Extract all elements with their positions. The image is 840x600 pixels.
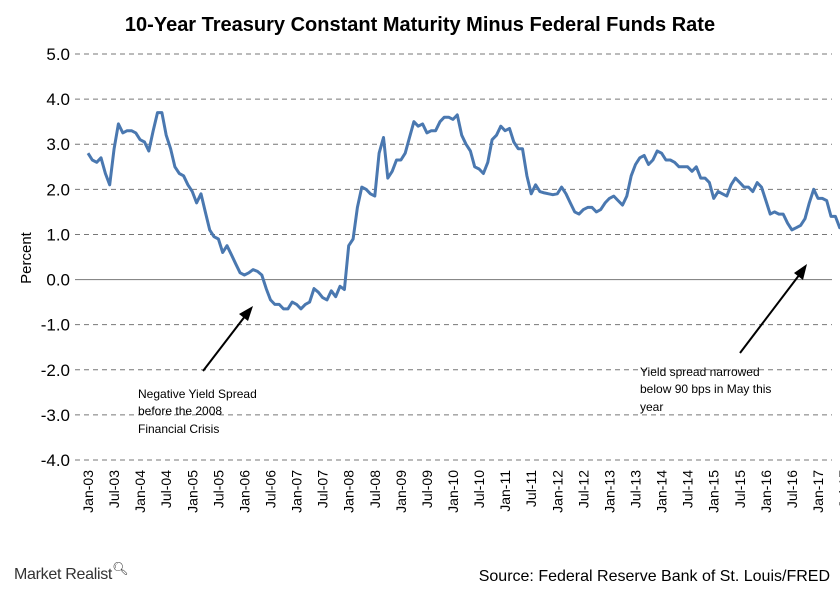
y-tick-label: 1.0 [46,225,70,244]
x-tick-label: Jan-15 [706,470,722,513]
logo-text: Market Realist [14,566,113,583]
y-tick-label: -3.0 [41,406,70,425]
market-realist-logo: Market Realist🔍︎ [14,561,129,584]
y-axis-ticks: 5.0 4.0 3.0 2.0 1.0 0.0 -1.0 -2.0 -3.0 -4.0 [41,45,70,470]
x-tick-label: Jul-03 [106,470,122,508]
series-line [86,111,840,311]
y-tick-label: -1.0 [41,316,70,335]
y-tick-label: 5.0 [46,45,70,64]
x-axis-ticks: Jan-03 Jul-03 Jan-04 Jul-04 Jan-05 Jul-05 Jan-… [80,470,840,513]
x-tick-label: Jan-05 [184,470,200,513]
x-tick-label: Jan-04 [132,470,148,513]
annotation-text: Yield spread narrowed below 90 bps in Ma… [640,365,775,414]
x-tick-label: Jan-13 [601,470,617,513]
x-tick-label: Jan-10 [445,470,461,513]
x-tick-label: Jan-09 [393,470,409,513]
y-tick-label: 3.0 [46,135,70,154]
x-tick-label: Jan-12 [549,470,565,513]
y-axis-label: Percent [18,231,35,284]
x-tick-label: Jan-11 [497,470,513,512]
x-tick-label: Jul-06 [263,470,279,508]
x-tick-label: Jan-06 [236,470,252,513]
y-tick-label: 2.0 [46,180,70,199]
x-tick-label: Jul-09 [419,470,435,508]
x-tick-label: Jul-16 [784,470,800,508]
annotation-narrowed-spread: Yield spread narrowed below 90 bps in Ma… [640,264,807,414]
annotation-text: Negative Yield Spread before the 2008 Fi… [138,387,260,436]
annotation-arrow [739,269,804,354]
x-tick-label: Jan-03 [80,470,96,513]
x-tick-label: Jul-05 [210,470,226,508]
x-tick-label: Jul-04 [158,470,174,508]
x-tick-label: Jul-11 [523,470,539,507]
y-tick-label: 4.0 [46,90,70,109]
x-tick-label: Jul-13 [628,470,644,508]
x-tick-label: Jan-16 [758,470,774,513]
y-tick-label: 0.0 [46,271,70,290]
x-tick-label: Jul-10 [471,470,487,508]
arrowhead-icon [239,306,253,321]
x-tick-label: Jan-08 [341,470,357,513]
x-tick-label: Jul-17 [836,470,840,508]
magnifier-icon: 🔍︎ [112,561,129,576]
x-tick-label: Jul-08 [367,470,383,508]
y-tick-label: -4.0 [41,451,70,470]
x-tick-label: Jul-15 [732,470,748,508]
x-tick-label: Jul-07 [315,470,331,508]
x-tick-label: Jul-14 [680,470,696,508]
arrowhead-icon [794,264,807,280]
x-tick-label: Jan-07 [289,470,305,513]
x-tick-label: Jan-17 [810,470,826,513]
x-tick-label: Jan-14 [654,470,670,513]
annotation-negative-spread: Negative Yield Spread before the 2008 Fi… [138,306,260,436]
x-tick-label: Jul-12 [575,470,591,508]
chart-title: 10-Year Treasury Constant Maturity Minus… [125,14,715,36]
gridlines [75,53,832,461]
source-note: Source: Federal Reserve Bank of St. Loui… [478,568,830,585]
y-tick-label: -2.0 [41,361,70,380]
series-layer [86,111,840,311]
annotation-arrow [202,310,250,372]
